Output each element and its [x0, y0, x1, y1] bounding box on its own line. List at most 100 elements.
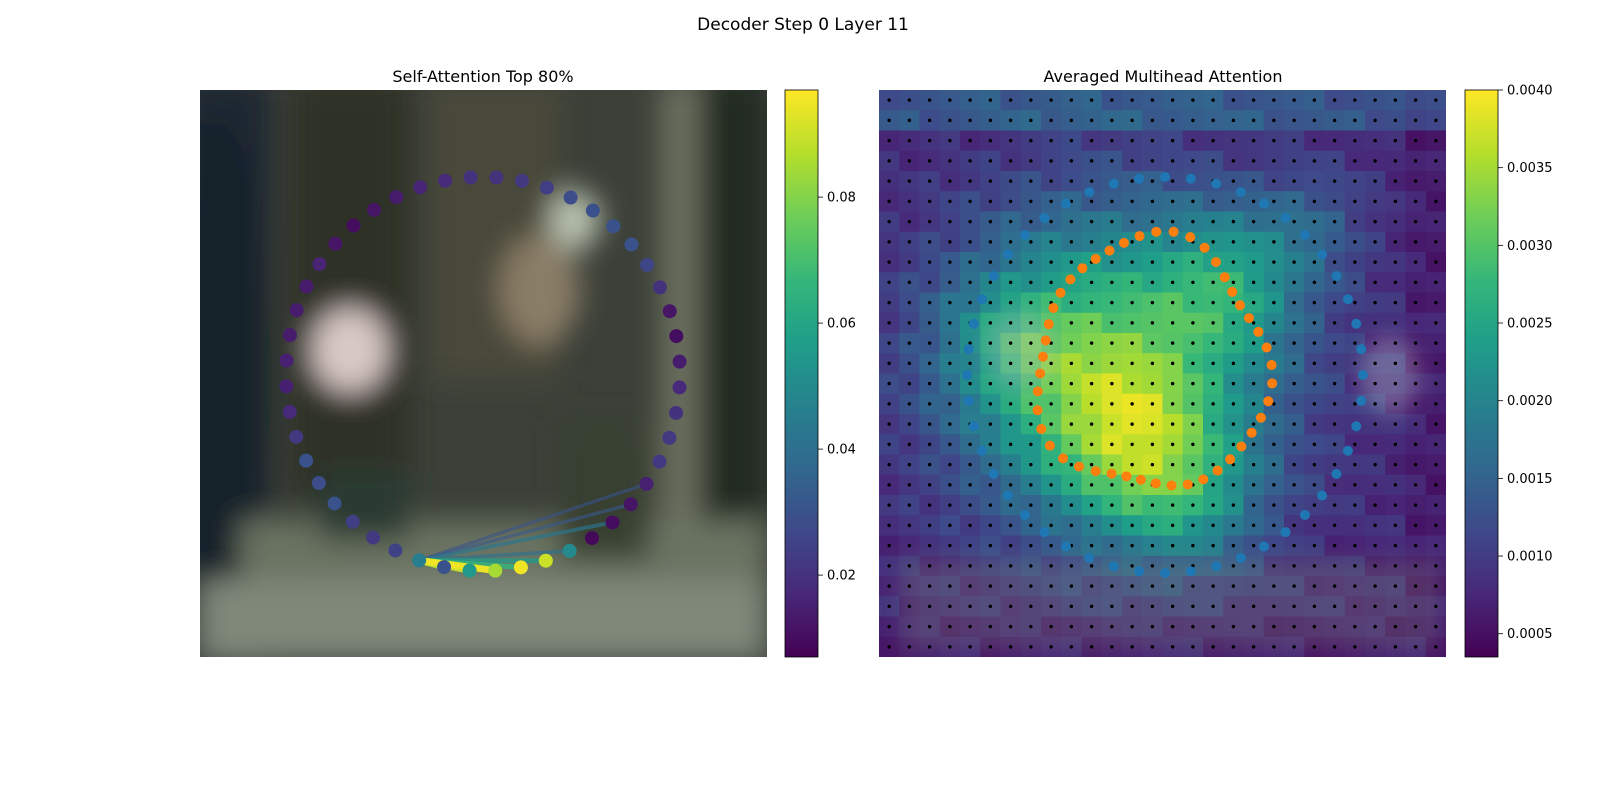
grid-dot [1332, 219, 1337, 224]
grid-dot [1251, 645, 1256, 649]
grid-dot [907, 199, 912, 204]
colorbar-tick-label: 0.0020 [1507, 394, 1553, 409]
grid-dot [1373, 584, 1377, 588]
grid-dot [1008, 462, 1013, 467]
grid-dot [1434, 179, 1438, 183]
grid-dot [1251, 584, 1256, 588]
outer-point [1002, 249, 1013, 260]
attention-point [606, 219, 621, 234]
grid-dot [927, 564, 932, 568]
grid-dot [1191, 462, 1195, 467]
grid-dot [1069, 138, 1074, 143]
figure-suptitle: Decoder Step 0 Layer 11 [697, 15, 909, 35]
grid-dot [1089, 118, 1094, 123]
grid-dot [907, 179, 912, 183]
attention-point [562, 543, 577, 558]
grid-dot [1008, 422, 1013, 426]
grid-dot [968, 341, 972, 345]
grid-dot [1231, 138, 1236, 143]
grid-dot [1231, 219, 1236, 224]
grid-dot [1008, 381, 1013, 386]
colorbar-tick-label: 0.04 [827, 443, 856, 458]
grid-dot [1150, 341, 1155, 345]
grid-dot [1191, 584, 1195, 588]
grid-dot [1191, 300, 1195, 305]
grid-dot [1312, 503, 1317, 507]
outer-point [1002, 490, 1013, 501]
grid-dot [1231, 381, 1236, 386]
grid-dot [948, 219, 952, 224]
outer-point [1084, 187, 1095, 198]
grid-dot [1353, 503, 1357, 507]
grid-dot [1393, 483, 1398, 487]
colorbar-tick-label: 0.08 [827, 191, 856, 206]
grid-dot [1049, 564, 1053, 568]
grid-dot [1089, 543, 1094, 548]
grid-dot [1251, 462, 1256, 467]
inner-point [1032, 405, 1043, 416]
grid-dot [1353, 118, 1357, 123]
grid-dot [1434, 219, 1438, 224]
grid-dot [1434, 341, 1438, 345]
grid-dot [1130, 543, 1134, 548]
outer-point [1280, 212, 1291, 223]
attention-point [624, 237, 639, 252]
grid-dot [1312, 300, 1317, 305]
grid-dot [1373, 381, 1377, 386]
grid-dot [1332, 462, 1337, 467]
grid-dot [887, 118, 891, 123]
grid-dot [1413, 645, 1418, 649]
grid-dot [887, 402, 891, 406]
grid-dot [927, 584, 932, 588]
grid-dot [887, 159, 891, 163]
grid-dot [1434, 381, 1438, 386]
attention-point [312, 257, 327, 272]
grid-dot [1413, 341, 1418, 345]
grid-dot [1191, 381, 1195, 386]
grid-dot [1393, 402, 1398, 406]
grid-dot [1434, 564, 1438, 568]
grid-dot [1049, 503, 1053, 507]
grid-dot [988, 442, 993, 447]
grid-dot [1312, 381, 1317, 386]
grid-dot [1211, 483, 1215, 487]
grid-dot [887, 98, 891, 102]
grid-dot [948, 118, 952, 123]
grid-dot [1089, 483, 1094, 487]
grid-dot [1069, 341, 1074, 345]
grid-dot [1130, 219, 1134, 224]
grid-dot [988, 564, 993, 568]
outer-point [1185, 173, 1196, 184]
grid-dot [1191, 260, 1195, 264]
grid-dot [1049, 381, 1053, 386]
grid-dot [1373, 402, 1377, 406]
grid-dot [948, 442, 952, 447]
inner-point [1227, 286, 1238, 297]
attention-point [513, 560, 528, 575]
grid-dot [1069, 402, 1074, 406]
grid-dot [1211, 280, 1215, 285]
grid-dot [1008, 503, 1013, 507]
grid-dot [1332, 523, 1337, 528]
inner-point [1225, 454, 1236, 465]
grid-dot [1211, 604, 1215, 609]
grid-dot [1211, 118, 1215, 123]
grid-dot [1069, 179, 1074, 183]
grid-dot [1353, 260, 1357, 264]
grid-dot [1110, 645, 1114, 649]
grid-dot [988, 584, 993, 588]
attention-point [289, 303, 304, 318]
grid-dot [1049, 584, 1053, 588]
grid-dot [1312, 442, 1317, 447]
grid-dot [1089, 381, 1094, 386]
inner-point [1073, 461, 1084, 472]
grid-dot [968, 381, 972, 386]
grid-dot [1413, 98, 1418, 102]
grid-dot [1110, 260, 1114, 264]
grid-dot [1110, 604, 1114, 609]
grid-dot [1332, 300, 1337, 305]
grid-dot [1049, 240, 1053, 244]
grid-dot [1413, 361, 1418, 366]
grid-dot [907, 483, 912, 487]
grid-dot [1353, 402, 1357, 406]
